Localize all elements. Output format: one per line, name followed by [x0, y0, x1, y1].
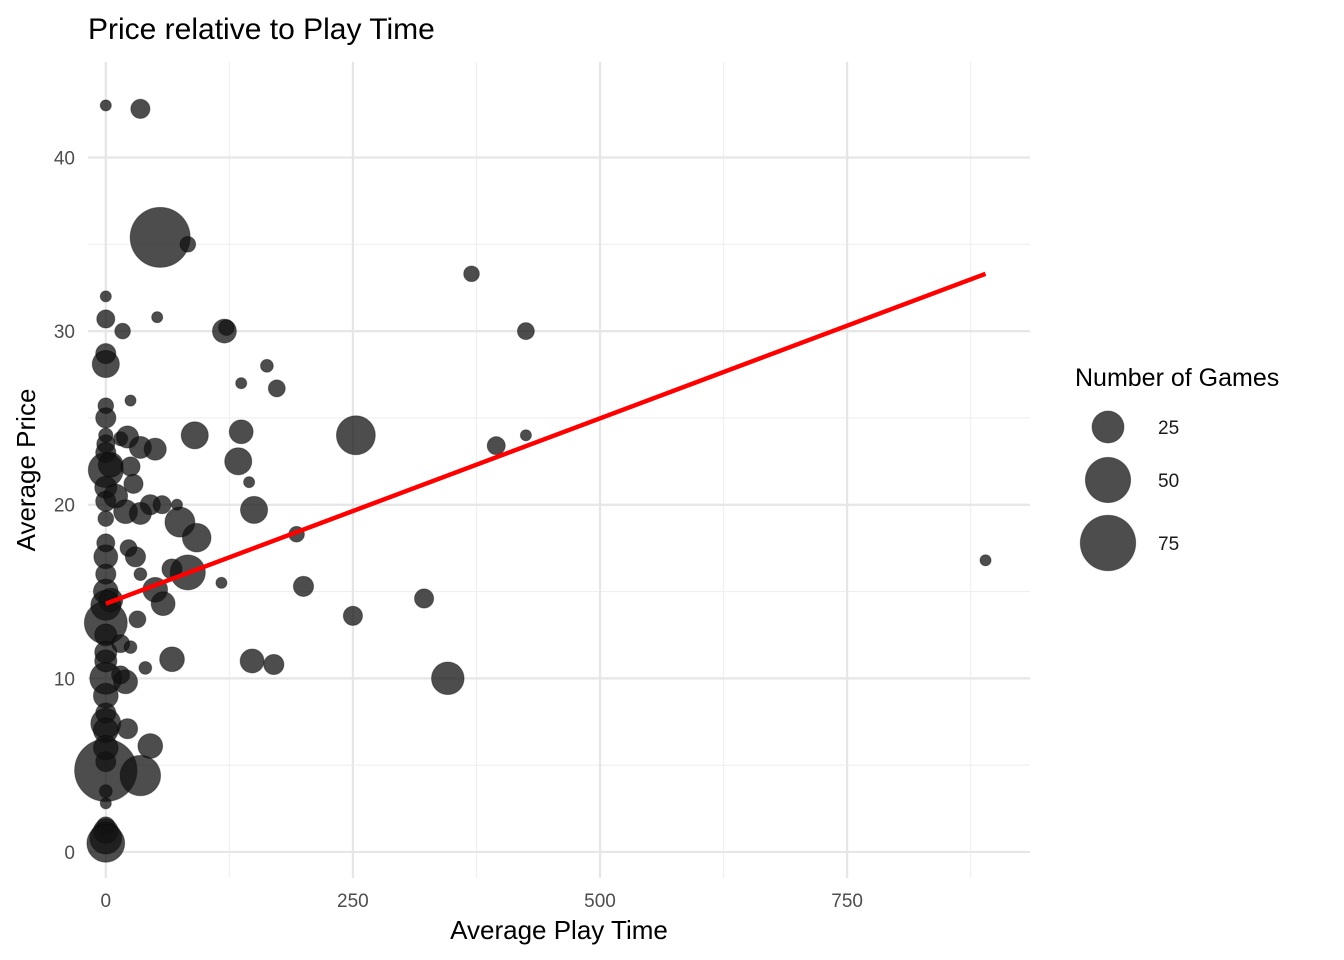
x-tick-label-2: 500: [584, 891, 616, 912]
y-tick-label-1: 10: [54, 669, 75, 690]
x-tick-label-3: 750: [831, 891, 863, 912]
data-point-3: [179, 235, 197, 253]
legend-label-25: 25: [1158, 418, 1179, 439]
data-point-13: [91, 350, 120, 379]
y-tick-label-4: 40: [54, 148, 75, 169]
legend-key-75: [1079, 514, 1137, 572]
data-point-67: [150, 591, 176, 617]
data-point-7: [151, 311, 164, 324]
legend-key-50: [1084, 456, 1132, 504]
data-point-47: [97, 510, 115, 527]
data-point-64: [413, 588, 435, 609]
trend-line: [105, 271, 987, 606]
data-point-8: [114, 322, 131, 340]
data-point-27: [335, 415, 376, 456]
data-point-36: [243, 476, 256, 489]
data-point-4: [463, 265, 480, 283]
data-point-26: [228, 419, 254, 445]
x-axis-title: Average Play Time: [450, 915, 668, 945]
data-point-55: [133, 567, 148, 582]
x-tick-label-0: 0: [101, 891, 112, 912]
data-point-0: [99, 99, 112, 112]
data-points: [74, 98, 992, 863]
data-point-11: [516, 322, 535, 341]
data-point-93: [119, 754, 162, 797]
data-point-32: [224, 447, 253, 476]
data-point-19: [95, 407, 117, 429]
y-tick-label-2: 20: [54, 496, 75, 517]
data-point-68: [342, 605, 364, 626]
data-point-74: [239, 648, 265, 674]
x-tick-label-1: 250: [337, 891, 369, 912]
y-tick-label-3: 30: [54, 322, 75, 343]
data-point-60: [215, 576, 228, 589]
data-point-79: [138, 661, 153, 675]
data-point-16: [267, 379, 286, 398]
data-point-34: [97, 451, 124, 478]
legend-title: Number of Games: [1075, 364, 1279, 392]
data-point-99: [86, 823, 126, 863]
legend-label-50: 50: [1158, 471, 1179, 492]
data-point-5: [99, 290, 112, 303]
y-tick-label-0: 0: [64, 843, 75, 864]
data-point-1: [130, 98, 151, 119]
legend-label-75: 75: [1158, 534, 1179, 555]
data-point-17: [124, 394, 137, 407]
data-point-10: [218, 319, 235, 336]
data-point-83: [113, 669, 139, 695]
y-axis-title: Average Price: [11, 389, 41, 552]
data-point-95: [99, 797, 112, 810]
data-point-46: [239, 495, 269, 525]
data-point-87: [116, 718, 139, 740]
data-point-29: [519, 429, 532, 442]
data-point-35: [120, 456, 141, 477]
data-point-94: [98, 784, 113, 799]
data-point-28: [486, 436, 506, 456]
data-point-2: [129, 206, 191, 268]
legend-key-25: [1091, 410, 1125, 444]
data-point-14: [260, 358, 274, 373]
tick-labels: 0 250 500 750 0 10 20 30 40: [54, 148, 863, 912]
data-point-75: [159, 646, 185, 673]
data-point-25: [180, 421, 209, 450]
grid: [88, 62, 1030, 878]
size-legend: Number of Games 25 50 75: [1075, 364, 1279, 572]
data-point-42: [152, 495, 172, 515]
data-point-38: [123, 473, 144, 494]
data-point-89: [137, 733, 164, 759]
data-point-81: [430, 661, 465, 696]
data-point-15: [235, 377, 248, 390]
data-point-58: [979, 554, 992, 567]
trend-line-group: [105, 271, 987, 606]
data-point-24: [143, 437, 167, 461]
chart-title: Price relative to Play Time: [88, 13, 435, 46]
data-point-54: [124, 546, 147, 568]
data-point-77: [123, 640, 138, 654]
data-point-49: [181, 522, 212, 553]
data-point-6: [96, 309, 116, 329]
data-point-45: [128, 501, 152, 525]
data-point-70: [128, 610, 147, 629]
data-point-61: [292, 575, 315, 597]
data-point-76: [263, 653, 285, 676]
